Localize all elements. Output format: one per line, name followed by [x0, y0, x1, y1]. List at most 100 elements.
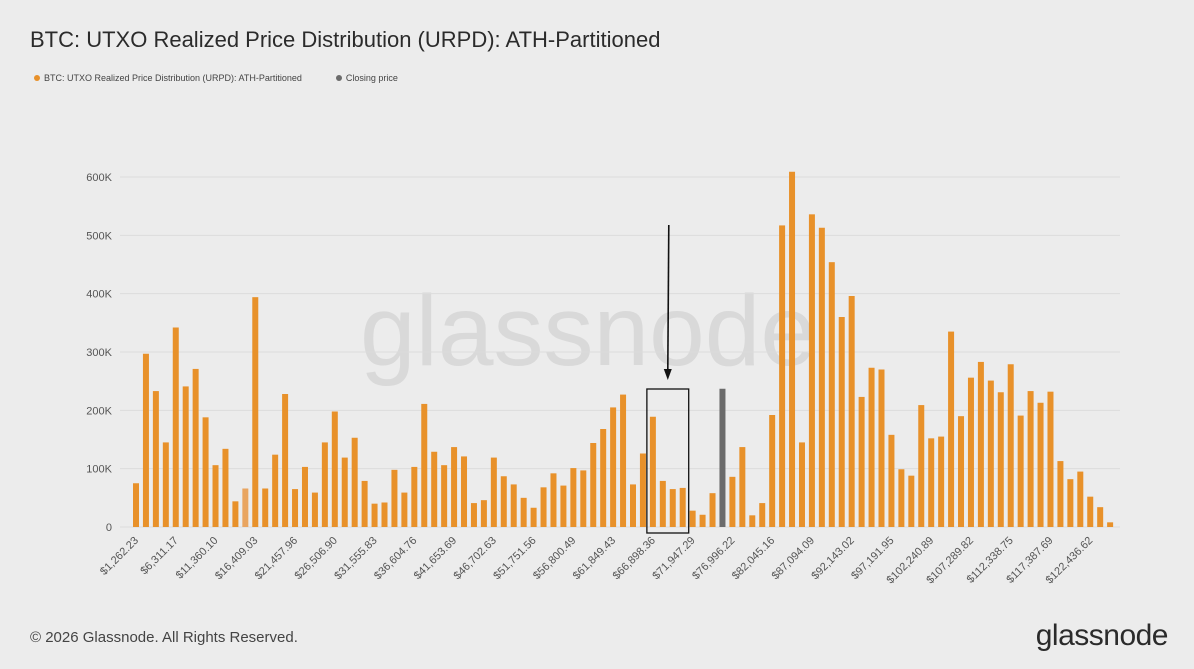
bar — [620, 394, 627, 527]
bar — [679, 487, 686, 527]
bar — [709, 493, 716, 527]
bar — [540, 487, 547, 527]
bar — [212, 465, 219, 527]
bar — [639, 453, 646, 527]
bar — [1067, 479, 1074, 527]
bar — [798, 442, 805, 527]
bar — [938, 436, 945, 527]
bar — [311, 492, 318, 527]
y-tick-label: 400K — [86, 289, 112, 301]
y-tick-label: 0 — [106, 522, 112, 534]
bar — [649, 416, 656, 527]
bar — [689, 510, 696, 527]
copyright-footer: © 2026 Glassnode. All Rights Reserved. — [30, 629, 298, 646]
bar — [550, 473, 557, 527]
y-tick-label: 100K — [86, 464, 112, 476]
bar — [351, 437, 358, 527]
y-tick-label: 500K — [86, 230, 112, 242]
bar — [172, 327, 179, 527]
bar — [1007, 364, 1014, 527]
bar — [192, 368, 199, 527]
y-tick-label: 600K — [86, 172, 112, 184]
bar — [272, 454, 279, 527]
bar — [928, 438, 935, 527]
bar — [441, 465, 448, 527]
bar — [182, 386, 189, 527]
closing-price-bar — [719, 388, 726, 527]
bar — [987, 380, 994, 527]
bar — [669, 489, 676, 527]
watermark: glassnode — [360, 275, 816, 387]
bar — [600, 429, 607, 527]
bar — [878, 369, 885, 527]
legend-item-closing-price[interactable]: Closing price — [335, 73, 398, 83]
bar — [1077, 471, 1084, 527]
legend: BTC: UTXO Realized Price Distribution (U… — [34, 73, 398, 83]
bar — [371, 503, 378, 527]
bar — [321, 442, 328, 527]
bar — [391, 469, 398, 527]
bar — [500, 476, 507, 527]
bar — [997, 392, 1004, 527]
bar — [1037, 402, 1044, 527]
arrow-line — [666, 224, 670, 373]
bar — [858, 396, 865, 527]
legend-dot-closing-price — [335, 75, 342, 81]
legend-label: Closing price — [345, 73, 398, 83]
bar — [570, 468, 577, 527]
highlight-box — [646, 388, 690, 534]
bar — [301, 466, 308, 527]
legend-dot-urpd — [34, 75, 40, 81]
bar — [898, 469, 905, 527]
arrow-head-icon — [663, 369, 672, 380]
bar — [202, 417, 209, 527]
bar — [411, 466, 418, 527]
bar — [401, 492, 408, 527]
bar — [282, 394, 289, 527]
bar — [848, 296, 855, 527]
bar — [580, 470, 587, 527]
legend-label: BTC: UTXO Realized Price Distribution (U… — [44, 73, 302, 83]
bar — [749, 515, 756, 527]
bar — [759, 503, 766, 527]
bar — [262, 488, 269, 527]
bar — [242, 488, 249, 527]
bar — [729, 476, 736, 527]
bar — [590, 443, 597, 527]
bar — [1097, 507, 1104, 527]
bar — [162, 442, 169, 527]
bar — [888, 434, 895, 527]
bar — [470, 503, 477, 527]
bar — [699, 514, 706, 527]
bar — [868, 367, 875, 527]
bar — [659, 480, 666, 527]
bar — [381, 502, 388, 527]
bar — [490, 457, 497, 527]
bar — [789, 171, 796, 527]
x-tick-label: $6,311.17 — [138, 535, 181, 578]
bar — [431, 451, 438, 527]
bar — [818, 227, 825, 527]
bar — [421, 403, 428, 527]
legend-item-urpd[interactable]: BTC: UTXO Realized Price Distribution (U… — [34, 73, 302, 83]
bar — [808, 214, 815, 528]
bar — [739, 447, 746, 527]
bar — [908, 475, 915, 527]
bar — [977, 361, 984, 527]
x-tick-label: $1,262.23 — [98, 535, 141, 578]
bar — [967, 377, 974, 527]
bar — [451, 447, 458, 527]
bar — [838, 317, 845, 527]
y-tick-label: 200K — [86, 405, 112, 417]
bar — [1087, 496, 1094, 527]
bar — [769, 415, 776, 527]
bar — [560, 485, 567, 527]
bar — [252, 297, 259, 527]
bar — [461, 456, 468, 527]
bar — [341, 457, 348, 527]
bar — [232, 501, 239, 527]
bar — [1027, 391, 1034, 527]
bar — [828, 262, 835, 527]
bar — [1057, 461, 1064, 527]
